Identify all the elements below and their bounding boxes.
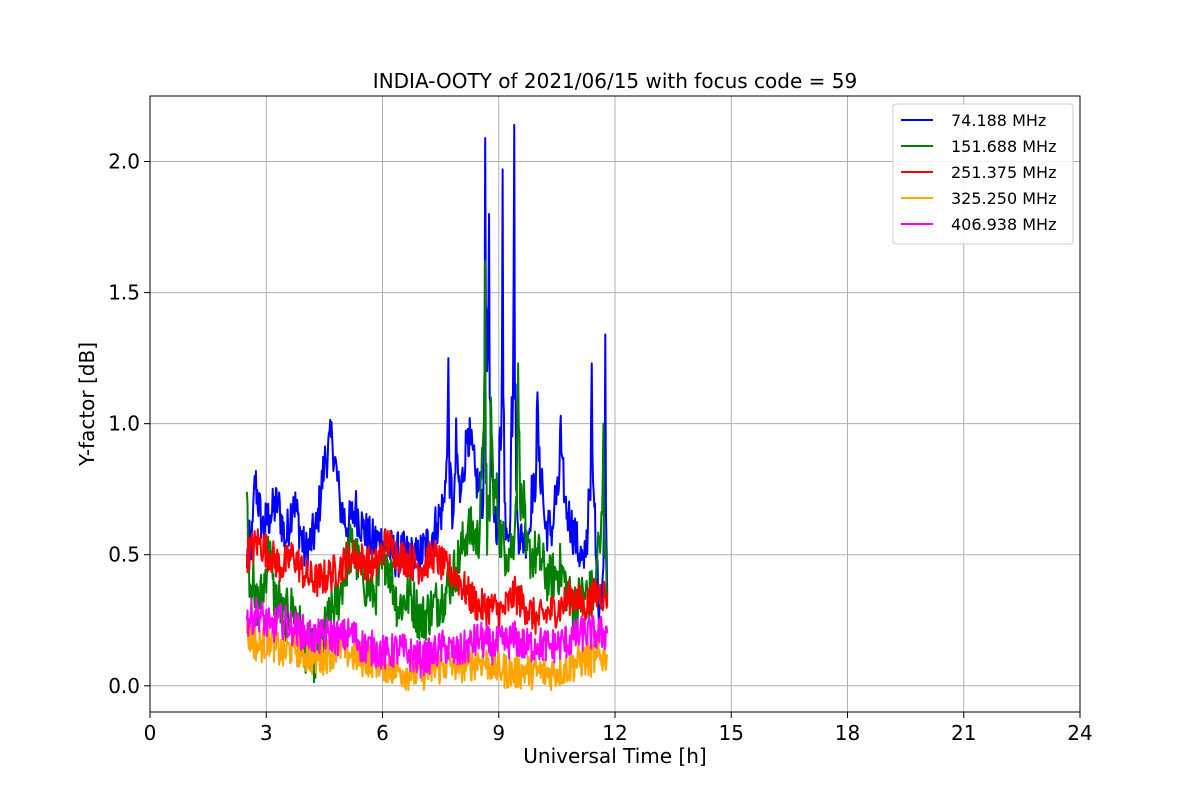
legend-box — [892, 103, 1074, 245]
x-tick-label: 12 — [602, 721, 627, 745]
y-tick-label: 2.0 — [108, 150, 140, 174]
y-tick-label: 0.0 — [108, 674, 140, 698]
series-line — [245, 596, 609, 679]
x-tick-label: 24 — [1067, 721, 1092, 745]
y-tick-label: 0.5 — [108, 543, 140, 567]
legend-label: 251.375 MHz — [951, 163, 1056, 182]
series-layer — [245, 123, 609, 692]
x-tick-label: 18 — [835, 721, 860, 745]
x-tick-label: 3 — [260, 721, 273, 745]
series-line — [245, 528, 609, 635]
y-tick-label: 1.5 — [108, 281, 140, 305]
legend-label: 325.250 MHz — [951, 189, 1056, 208]
series-line — [245, 123, 609, 623]
x-tick-label: 21 — [951, 721, 976, 745]
legend-label: 74.188 MHz — [951, 111, 1046, 130]
y-tick-label: 1.0 — [108, 412, 140, 436]
legend-label: 406.938 MHz — [951, 215, 1056, 234]
x-tick-label: 9 — [492, 721, 505, 745]
chart-title: INDIA-OOTY of 2021/06/15 with focus code… — [373, 69, 857, 93]
x-axis-label: Universal Time [h] — [523, 744, 706, 768]
ticks: 0 3 6 9 12 15 18 21 24 0.0 0.5 1.0 1.5 2.0 — [108, 150, 1093, 745]
x-tick-label: 6 — [376, 721, 389, 745]
x-tick-label: 15 — [719, 721, 744, 745]
legend: 74.188 MHz 151.688 MHz 251.375 MHz 325.250 … — [892, 103, 1074, 245]
legend-label: 151.688 MHz — [951, 137, 1056, 156]
y-axis-label: Y-factor [dB] — [75, 342, 99, 467]
x-tick-label: 0 — [144, 721, 157, 745]
